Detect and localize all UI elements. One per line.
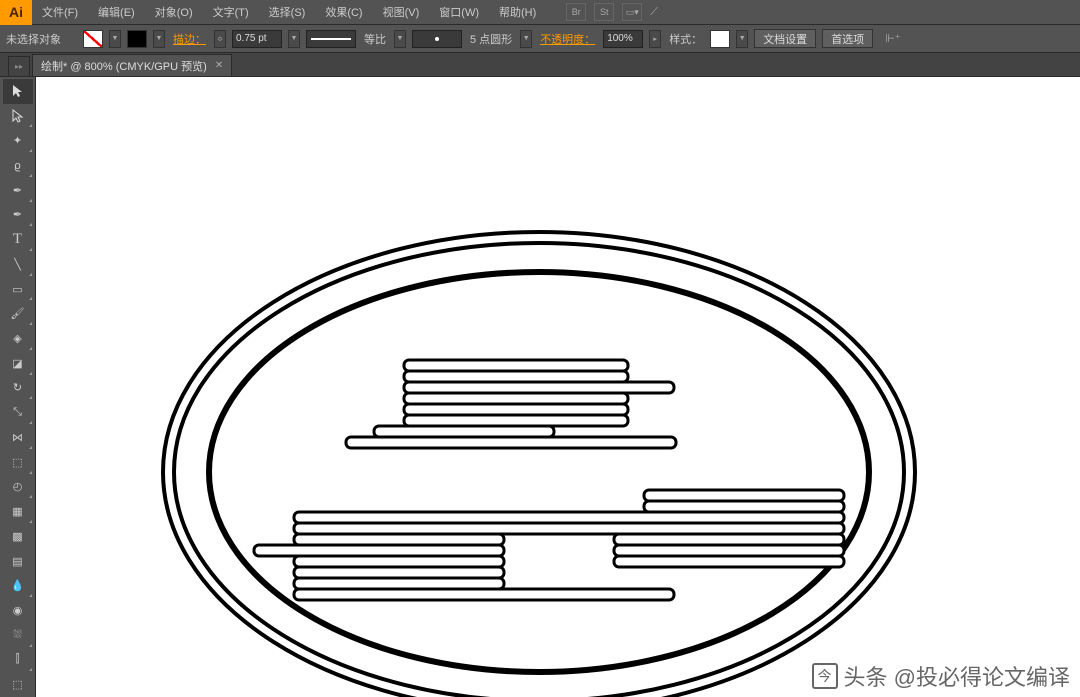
gpu-icon: ⟋ xyxy=(650,6,658,19)
options-bar: 未选择对象 ▼ ▼ 描边： ≎ 0.75 pt ▼ 等比 ▼ 5 点圆形 ▼ 不… xyxy=(0,25,1080,53)
toolbox: ✦ ϱ ✒ ✒ T ╲ ▭ 🖌 ◈ ◪ ↻ ⤡ ⋈ ⬚ ◴ ▦ ▩ ▤ 💧 ◉ … xyxy=(0,77,36,697)
selection-tool[interactable] xyxy=(3,79,33,104)
pen-tool[interactable]: ✒ xyxy=(3,178,33,203)
brush-preview[interactable] xyxy=(412,30,462,48)
menu-item[interactable]: 视图(V) xyxy=(373,0,430,25)
align-icon[interactable]: ⊩⁺ xyxy=(885,32,900,45)
stock-button[interactable]: St xyxy=(594,3,614,21)
rotate-tool[interactable]: ↻ xyxy=(3,376,33,401)
weight-stepper[interactable]: ≎ xyxy=(214,30,226,48)
panel-collapse[interactable]: ▸▸ xyxy=(8,56,30,76)
tab-title: 绘制* @ 800% (CMYK/GPU 预览) xyxy=(41,58,207,74)
perspective-tool[interactable]: ▦ xyxy=(3,499,33,524)
fill-dropdown[interactable]: ▼ xyxy=(109,30,121,48)
type-tool[interactable]: T xyxy=(3,227,33,252)
menu-item[interactable]: 选择(S) xyxy=(259,0,316,25)
arrange-button[interactable]: ▭▾ xyxy=(622,3,642,21)
canvas[interactable]: 今 头条 @投必得论文编译 xyxy=(36,77,1080,697)
opacity-dropdown[interactable]: ▸ xyxy=(649,30,661,48)
artwork xyxy=(36,77,1080,697)
artboard-tool[interactable]: ⬚ xyxy=(3,672,33,697)
menu-item[interactable]: 文字(T) xyxy=(203,0,259,25)
stroke-dropdown[interactable]: ▼ xyxy=(153,30,165,48)
symbol-sprayer-tool[interactable]: ⛆ xyxy=(3,623,33,648)
watermark-text: 头条 @投必得论文编译 xyxy=(844,660,1070,692)
menu-item[interactable]: 对象(O) xyxy=(145,0,203,25)
style-label: 样式： xyxy=(667,31,704,47)
weight-dropdown[interactable]: ▼ xyxy=(288,30,300,48)
menu-extras: Br St ▭▾ ⟋ xyxy=(566,3,658,21)
style-swatch[interactable] xyxy=(710,30,730,48)
uniform-dropdown[interactable]: ▼ xyxy=(394,30,406,48)
profile-label: 5 点圆形 xyxy=(468,31,514,47)
blend-tool[interactable]: ◉ xyxy=(3,598,33,623)
stroke-swatch[interactable] xyxy=(127,30,147,48)
watermark: 今 头条 @投必得论文编译 xyxy=(812,660,1070,692)
paintbrush-tool[interactable]: 🖌 xyxy=(3,301,33,326)
shape-builder-tool[interactable]: ◴ xyxy=(3,475,33,500)
menu-item[interactable]: 文件(F) xyxy=(32,0,88,25)
magic-wand-tool[interactable]: ✦ xyxy=(3,128,33,153)
menu-item[interactable]: 窗口(W) xyxy=(429,0,489,25)
opacity-input[interactable]: 100% xyxy=(603,30,643,48)
bridge-button[interactable]: Br xyxy=(566,3,586,21)
menu-item[interactable]: 编辑(E) xyxy=(88,0,145,25)
menu-items: 文件(F)编辑(E)对象(O)文字(T)选择(S)效果(C)视图(V)窗口(W)… xyxy=(32,0,546,25)
document-setup-button[interactable]: 文档设置 xyxy=(754,29,816,48)
watermark-icon: 今 xyxy=(812,663,838,689)
app-logo: Ai xyxy=(0,0,32,25)
stroke-weight-input[interactable]: 0.75 pt xyxy=(232,30,282,48)
style-dropdown[interactable]: ▼ xyxy=(736,30,748,48)
eyedropper-tool[interactable]: 💧 xyxy=(3,573,33,598)
scale-tool[interactable]: ⤡ xyxy=(3,400,33,425)
gradient-tool[interactable]: ▤ xyxy=(3,549,33,574)
menu-item[interactable]: 帮助(H) xyxy=(489,0,546,25)
opacity-label[interactable]: 不透明度： xyxy=(538,31,597,47)
uniform-label: 等比 xyxy=(362,31,388,47)
preferences-button[interactable]: 首选项 xyxy=(822,29,873,48)
close-tab-icon[interactable]: ✕ xyxy=(215,60,223,71)
curvature-tool[interactable]: ✒ xyxy=(3,203,33,228)
document-tabs: ▸▸ 绘制* @ 800% (CMYK/GPU 预览) ✕ xyxy=(0,53,1080,77)
menu-item[interactable]: 效果(C) xyxy=(315,0,372,25)
work-area: ✦ ϱ ✒ ✒ T ╲ ▭ 🖌 ◈ ◪ ↻ ⤡ ⋈ ⬚ ◴ ▦ ▩ ▤ 💧 ◉ … xyxy=(0,77,1080,697)
line-tool[interactable]: ╲ xyxy=(3,252,33,277)
eraser-tool[interactable]: ◪ xyxy=(3,351,33,376)
menu-bar: Ai 文件(F)编辑(E)对象(O)文字(T)选择(S)效果(C)视图(V)窗口… xyxy=(0,0,1080,25)
rectangle-tool[interactable]: ▭ xyxy=(3,277,33,302)
free-transform-tool[interactable]: ⬚ xyxy=(3,450,33,475)
mesh-tool[interactable]: ▩ xyxy=(3,524,33,549)
stroke-style-preview[interactable] xyxy=(306,30,356,48)
lasso-tool[interactable]: ϱ xyxy=(3,153,33,178)
profile-dropdown[interactable]: ▼ xyxy=(520,30,532,48)
column-graph-tool[interactable]: ⫿ xyxy=(3,648,33,673)
shaper-tool[interactable]: ◈ xyxy=(3,326,33,351)
document-tab[interactable]: 绘制* @ 800% (CMYK/GPU 预览) ✕ xyxy=(32,54,232,76)
direct-selection-tool[interactable] xyxy=(3,104,33,129)
stroke-label[interactable]: 描边： xyxy=(171,31,208,47)
fill-swatch[interactable] xyxy=(83,30,103,48)
width-tool[interactable]: ⋈ xyxy=(3,425,33,450)
selection-status: 未选择对象 xyxy=(4,31,63,47)
